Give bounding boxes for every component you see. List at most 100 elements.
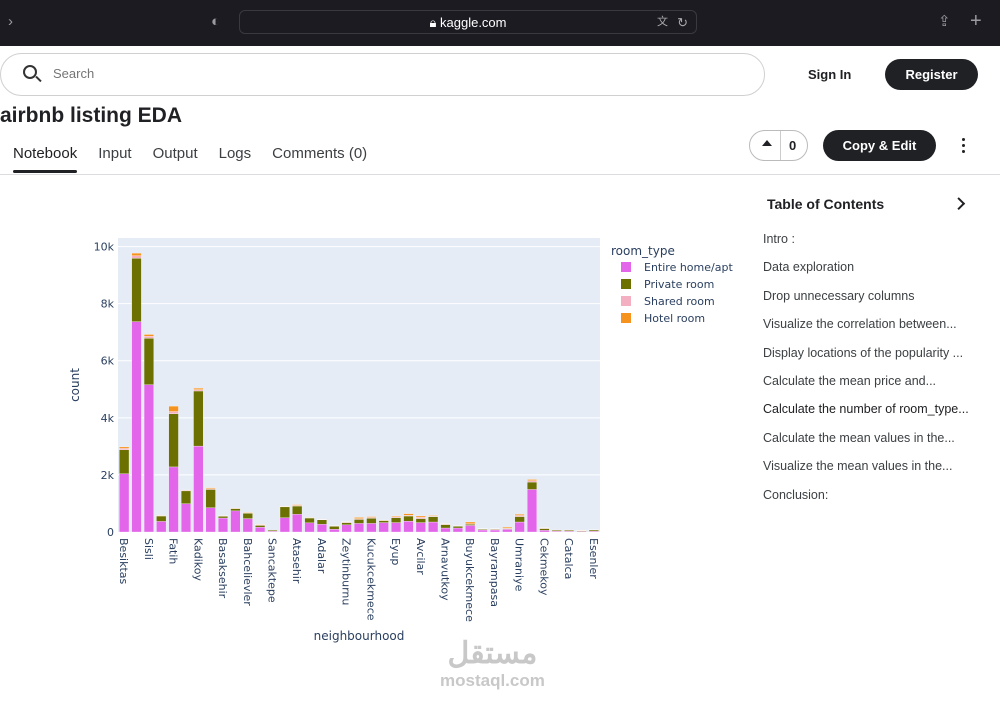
bar-hotel-room: [527, 479, 537, 481]
legend-label: Shared room: [644, 295, 715, 308]
address-bar[interactable]: 🔒︎ kaggle.com ⽂ ↻: [239, 10, 697, 34]
toc-item[interactable]: Drop unnecessary columns: [763, 288, 915, 303]
bar-entire-home-apt: [391, 522, 402, 533]
y-tick-label: 4k: [101, 412, 115, 425]
bar-entire-home-apt: [378, 522, 389, 533]
x-tick-label: Atasehir: [290, 538, 303, 584]
bar-hotel-room: [143, 334, 154, 337]
bar-private-room: [267, 530, 278, 532]
bar-hotel-room: [403, 513, 414, 516]
bar-private-room: [316, 519, 327, 525]
toc-item[interactable]: Calculate the mean price and...: [763, 373, 937, 388]
bar-shared-room: [143, 336, 154, 339]
tab-logs[interactable]: Logs: [218, 145, 252, 162]
watermark: مستقل mostaql.com: [440, 637, 545, 690]
x-tick-label: Basaksehir: [216, 538, 229, 599]
toc-item[interactable]: Intro :: [763, 232, 795, 246]
bar-hotel-room: [119, 446, 130, 449]
shield-icon[interactable]: ◐: [211, 13, 221, 30]
register-button[interactable]: Register: [885, 59, 978, 90]
upvote-arrow-icon: [762, 140, 772, 146]
bar-private-room: [119, 449, 130, 474]
more-options-icon[interactable]: [962, 136, 968, 156]
toc-list: Intro : Data exploration Drop unnecessary …: [763, 232, 988, 516]
y-tick-label: 8k: [101, 298, 115, 311]
bar-private-room: [391, 517, 402, 523]
toc-item[interactable]: Visualize the correlation between...: [763, 317, 957, 332]
chevron-right-icon[interactable]: [952, 197, 966, 210]
forward-icon[interactable]: ›: [8, 13, 13, 30]
bar-shared-room: [514, 515, 525, 517]
bar-entire-home-apt: [452, 527, 463, 533]
legend-item: Private room: [621, 278, 714, 291]
bar-hotel-room: [391, 515, 402, 518]
bar-hotel-room: [292, 504, 303, 506]
bar-private-room: [181, 490, 191, 504]
bar-hotel-room: [193, 387, 204, 390]
toc-item[interactable]: Calculate the mean values in the...: [763, 430, 955, 445]
bar-entire-home-apt: [218, 517, 229, 533]
notebook-tabs: Notebook Input Output Logs Comments (0): [13, 145, 368, 173]
new-tab-icon[interactable]: +: [970, 10, 982, 32]
bar-entire-home-apt: [168, 466, 179, 533]
bar-entire-home-apt: [366, 523, 377, 533]
copy-edit-button[interactable]: Copy & Edit: [823, 130, 936, 161]
x-tick-label: Buyukcekmece: [463, 538, 476, 622]
toc-item[interactable]: Conclusion:: [763, 487, 829, 502]
tab-comments[interactable]: Comments (0): [272, 145, 368, 162]
bar-entire-home-apt: [354, 523, 364, 533]
bar-hotel-room: [465, 521, 476, 524]
bar-hotel-room: [502, 526, 513, 529]
bar-entire-home-apt: [477, 529, 488, 533]
bar-entire-home-apt: [415, 522, 426, 533]
bar-hotel-room: [131, 252, 142, 256]
toc-item[interactable]: Visualize the mean values in the...: [763, 459, 953, 474]
y-tick-label: 10k: [94, 241, 115, 254]
bar-private-room: [143, 338, 154, 385]
bar-entire-home-apt: [440, 527, 451, 533]
tab-output[interactable]: Output: [152, 145, 198, 162]
legend-item: Entire home/apt: [621, 261, 733, 274]
bar-entire-home-apt: [341, 524, 352, 533]
upvote-button[interactable]: 0: [749, 130, 808, 161]
x-tick-label: Kadikoy: [191, 538, 204, 582]
bar-hotel-room: [366, 516, 377, 518]
bar-private-room: [527, 481, 537, 490]
bar-private-room: [588, 529, 599, 532]
bar-private-room: [304, 517, 315, 524]
bar-entire-home-apt: [465, 525, 476, 533]
x-tick-label: Bayrampasa: [488, 538, 501, 607]
bar-hotel-room: [205, 487, 216, 489]
bar-entire-home-apt: [502, 528, 513, 533]
tab-input[interactable]: Input: [98, 145, 132, 162]
translate-icon[interactable]: ⽂: [657, 16, 668, 28]
bar-private-room: [415, 518, 426, 523]
share-icon[interactable]: ⇪: [938, 13, 951, 30]
toc-item[interactable]: Data exploration: [763, 260, 855, 275]
toc-item[interactable]: Display locations of the popularity ...: [763, 345, 964, 360]
bar-private-room: [354, 519, 364, 524]
legend-swatch: [621, 313, 631, 323]
divider: [0, 174, 1000, 175]
reload-icon[interactable]: ↻: [677, 15, 688, 30]
y-tick-label: 2k: [101, 469, 115, 482]
bar-entire-home-apt: [230, 510, 241, 533]
bar-hotel-room: [168, 405, 179, 412]
bar-private-room: [218, 516, 229, 519]
bar-entire-home-apt: [428, 521, 439, 533]
toc-item[interactable]: Calculate the number of room_type...: [763, 402, 988, 430]
search-input[interactable]: [53, 66, 653, 81]
tab-notebook[interactable]: Notebook: [13, 145, 78, 173]
bar-private-room: [341, 522, 352, 526]
bar-entire-home-apt: [143, 384, 154, 533]
bar-private-room: [465, 524, 476, 526]
sign-in-link[interactable]: Sign In: [808, 67, 852, 82]
legend-label: Private room: [644, 278, 714, 291]
bar-private-room: [193, 390, 204, 447]
x-tick-label: Kucukcekmece: [364, 538, 377, 621]
search-bar[interactable]: [0, 53, 765, 96]
stacked-bar-chart: 0 2k 4k 6k 8k 10k Besiktas Sisli Fatih Kadikoy Bas…: [68, 238, 733, 643]
x-tick-label: Arnavutkoy: [439, 538, 452, 601]
browser-toolbar: › ◐ 🔒︎ kaggle.com ⽂ ↻ ⇪ +: [0, 0, 1000, 46]
x-tick-label: Esenler: [587, 538, 600, 579]
